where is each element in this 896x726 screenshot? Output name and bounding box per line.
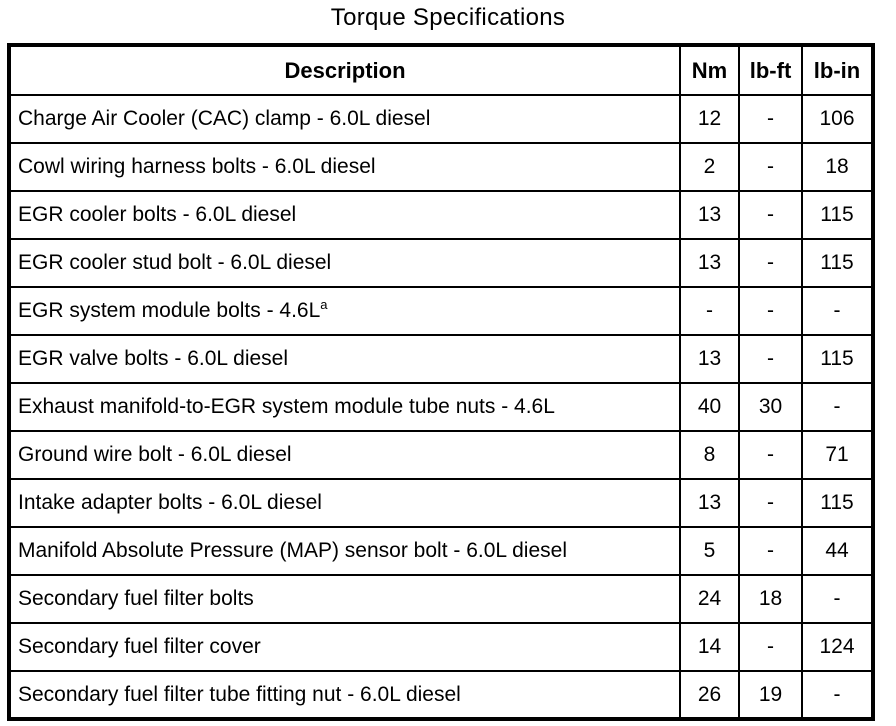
table-body: Charge Air Cooler (CAC) clamp - 6.0L die… [8,94,874,720]
column-header-lbin: lb-in [801,44,874,96]
table-row: Charge Air Cooler (CAC) clamp - 6.0L die… [8,94,874,144]
table-row: Secondary fuel filter bolts 24 18- [8,574,874,624]
table-row: EGR system module bolts - 4.6La - - - [8,286,874,336]
table-header-row: Description Nm lb-ft lb-in [8,44,874,96]
description-cell: Cowl wiring harness bolts - 6.0L diesel [8,142,681,192]
description-text: EGR valve bolts - 6.0L diesel [18,347,289,370]
lbin-cell: - [801,574,874,624]
description-text: EGR system module bolts - 4.6L [18,299,321,322]
lbin-cell: 106 [801,94,874,144]
lbin-cell: - [801,382,874,432]
lbin-cell: - [801,286,874,336]
lbin-cell: 124 [801,622,874,672]
description-cell: Manifold Absolute Pressure (MAP) sensor … [8,526,681,576]
lbft-cell: - [738,526,803,576]
footnote-marker: a [320,297,328,312]
description-cell: Charge Air Cooler (CAC) clamp - 6.0L die… [8,94,681,144]
lbft-cell: - [738,622,803,672]
lbft-cell: - [738,334,803,384]
column-header-description: Description [8,44,681,96]
table-row: Secondary fuel filter cover 14-124 [8,622,874,672]
description-cell: Secondary fuel filter cover [8,622,681,672]
nm-cell: 13 [679,190,740,240]
lbin-cell: 115 [801,238,874,288]
column-header-lbft: lb-ft [738,44,803,96]
table-row: EGR valve bolts - 6.0L diesel 13-115 [8,334,874,384]
page-title: Torque Specifications [330,4,566,31]
table-row: Intake adapter bolts - 6.0L diesel 13-115 [8,478,874,528]
lbin-cell: 71 [801,430,874,480]
lbft-cell: - [738,238,803,288]
description-text: Secondary fuel filter cover [18,635,261,658]
nm-cell: 8 [679,430,740,480]
description-cell: Exhaust manifold-to-EGR system module tu… [8,382,681,432]
nm-cell: 26 [679,670,740,720]
table-row: EGR cooler stud bolt - 6.0L diesel 13-115 [8,238,874,288]
description-text: Intake adapter bolts - 6.0L diesel [18,491,322,514]
lbft-cell: - [738,142,803,192]
lbft-cell: 19 [738,670,803,720]
description-cell: EGR valve bolts - 6.0L diesel [8,334,681,384]
column-header-nm: Nm [679,44,740,96]
lbft-cell: - [738,286,803,336]
description-cell: EGR cooler stud bolt - 6.0L diesel [8,238,681,288]
description-text: Charge Air Cooler (CAC) clamp - 6.0L die… [18,107,431,130]
description-cell: Ground wire bolt - 6.0L diesel [8,430,681,480]
nm-cell: 14 [679,622,740,672]
table-row: EGR cooler bolts - 6.0L diesel 13-115 [8,190,874,240]
lbft-cell: - [738,478,803,528]
lbft-cell: 18 [738,574,803,624]
description-text: Exhaust manifold-to-EGR system module tu… [18,395,555,418]
nm-cell: 13 [679,238,740,288]
description-cell: Secondary fuel filter tube fitting nut -… [8,670,681,720]
description-cell: Intake adapter bolts - 6.0L diesel [8,478,681,528]
nm-cell: 40 [679,382,740,432]
nm-cell: 13 [679,334,740,384]
description-text: Cowl wiring harness bolts - 6.0L diesel [18,155,376,178]
table-row: Ground wire bolt - 6.0L diesel 8-71 [8,430,874,480]
table-row: Manifold Absolute Pressure (MAP) sensor … [8,526,874,576]
lbin-cell: 115 [801,334,874,384]
lbin-cell: 115 [801,478,874,528]
lbin-cell: 115 [801,190,874,240]
nm-cell: - [679,286,740,336]
description-text: EGR cooler bolts - 6.0L diesel [18,203,297,226]
description-cell: Secondary fuel filter bolts [8,574,681,624]
lbin-cell: 18 [801,142,874,192]
lbin-cell: - [801,670,874,720]
nm-cell: 12 [679,94,740,144]
description-text: Secondary fuel filter bolts [18,587,254,610]
description-text: Manifold Absolute Pressure (MAP) sensor … [18,539,567,562]
description-text: Secondary fuel filter tube fitting nut -… [18,682,461,706]
lbft-cell: - [738,190,803,240]
table-row: Secondary fuel filter tube fitting nut -… [8,670,874,720]
torque-specifications-table: Description Nm lb-ft lb-in Charge Air Co… [7,43,875,721]
nm-cell: 2 [679,142,740,192]
description-text: EGR cooler stud bolt - 6.0L diesel [18,251,332,274]
nm-cell: 24 [679,574,740,624]
nm-cell: 5 [679,526,740,576]
lbft-cell: 30 [738,382,803,432]
lbft-cell: - [738,94,803,144]
nm-cell: 13 [679,478,740,528]
lbft-cell: - [738,430,803,480]
table-row: Exhaust manifold-to-EGR system module tu… [8,382,874,432]
description-cell: EGR system module bolts - 4.6La [8,286,681,336]
description-text: Ground wire bolt - 6.0L diesel [18,443,292,466]
description-cell: EGR cooler bolts - 6.0L diesel [8,190,681,240]
lbin-cell: 44 [801,526,874,576]
table-row: Cowl wiring harness bolts - 6.0L diesel 2… [8,142,874,192]
